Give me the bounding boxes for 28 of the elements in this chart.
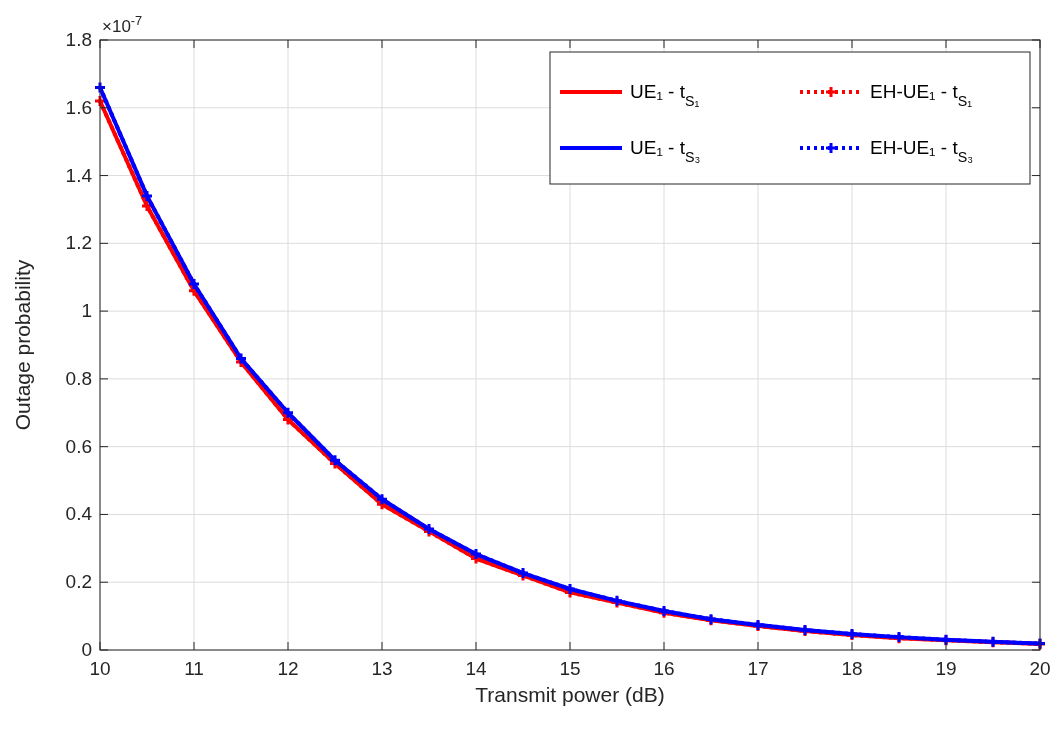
x-tick-label: 15 [559,658,581,679]
y-tick-label: 0 [81,639,92,660]
x-tick-label: 13 [371,658,393,679]
x-tick-label: 11 [184,658,204,679]
x-tick-label: 20 [1029,658,1051,679]
y-tick-label: 1 [81,300,92,322]
y-tick-label: 0.4 [65,503,93,525]
legend-label: UE₁ - t$_{S₃}$ [630,137,701,165]
x-tick-label: 12 [277,658,299,679]
legend-label: UE₁ - t$_{S₁}$ [630,81,700,109]
y-tick-label: 1.2 [65,232,92,254]
y-tick-label: 0.8 [65,367,92,389]
legend-label: EH-UE₁ - t$_{S₃}$ [870,137,974,165]
x-tick-label: 14 [465,658,487,679]
text: ×10$^{-7}$ [102,12,143,36]
y-tick-label: 1.6 [65,96,92,118]
x-tick-label: 19 [935,658,957,679]
x-tick-label: 16 [653,658,675,679]
x-axis-title: Transmit power (dB) [475,683,665,706]
y-tick-label: 0.2 [65,571,92,593]
y-tick-label: 1.4 [65,164,93,186]
y-tick-label: 0.6 [65,435,92,457]
x-tick-label: 17 [747,658,769,679]
y-tick-label: 1.8 [65,29,92,50]
legend-label: EH-UE₁ - t$_{S₁}$ [870,81,973,109]
x-tick-label: 10 [89,658,111,679]
y-axis-title: Outage probability [11,259,34,431]
x-tick-label: 18 [841,658,863,679]
